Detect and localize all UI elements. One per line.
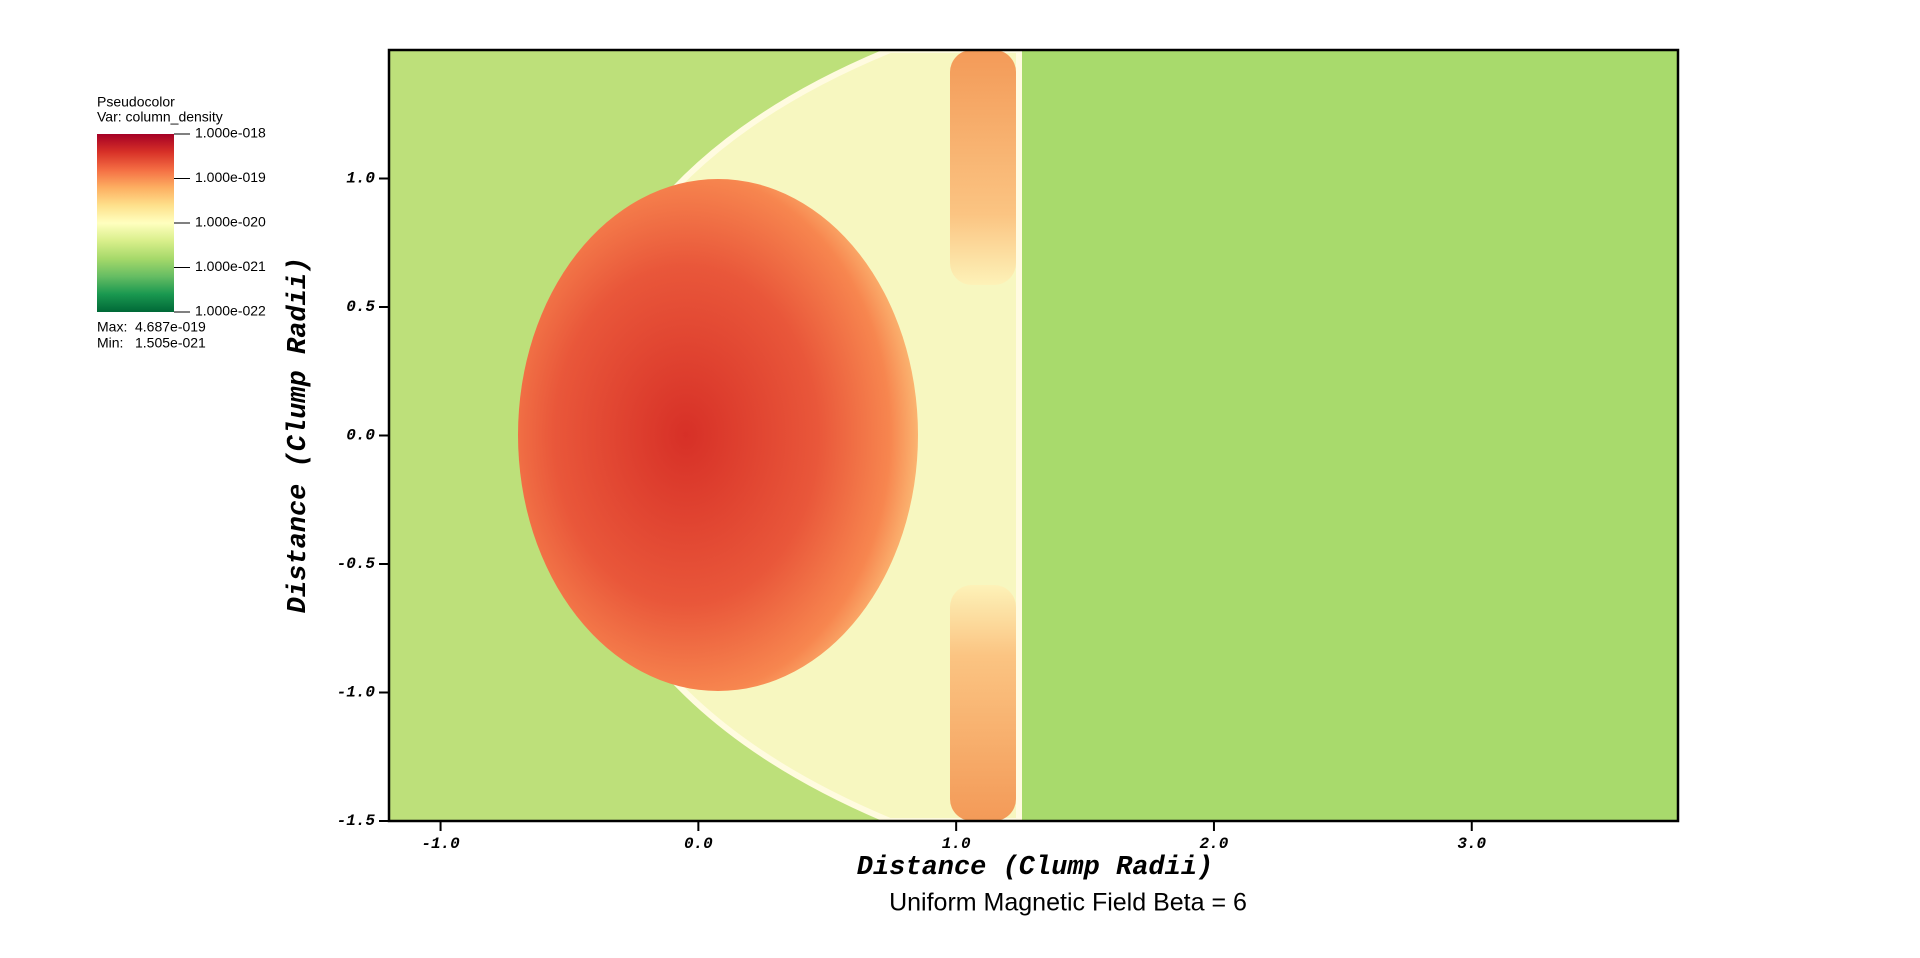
legend-min: 1.505e-021 bbox=[135, 335, 206, 351]
chart-title: Uniform Magnetic Field Beta = 6 bbox=[889, 889, 1247, 917]
x-tick-label: 2.0 bbox=[1200, 835, 1229, 853]
density-field bbox=[389, 50, 1678, 821]
y-tick-label: -1.0 bbox=[337, 684, 376, 702]
y-tick-label: -0.5 bbox=[337, 555, 376, 573]
x-tick-label: -1.0 bbox=[421, 835, 460, 853]
legend-max-label: Max: bbox=[97, 319, 127, 335]
y-tick-label: 1.0 bbox=[346, 170, 375, 188]
x-tick-label: 3.0 bbox=[1457, 835, 1486, 853]
stripe-top bbox=[950, 50, 1016, 285]
x-axis-label: Distance (Clump Radii) bbox=[857, 853, 1213, 883]
colorbar-tick-label: 1.000e-022 bbox=[195, 303, 266, 319]
legend-min-label: Min: bbox=[97, 335, 123, 351]
colorbar bbox=[97, 134, 174, 312]
colorbar-tick-label: 1.000e-018 bbox=[195, 125, 266, 141]
y-tick-label: -1.5 bbox=[337, 812, 376, 830]
legend-variable: Var: column_density bbox=[97, 109, 223, 125]
legend-max: 4.687e-019 bbox=[135, 319, 206, 335]
y-tick-label: 0.0 bbox=[346, 427, 375, 445]
x-tick-label: 0.0 bbox=[684, 835, 713, 853]
clump bbox=[518, 179, 918, 691]
colorbar-tick-label: 1.000e-021 bbox=[195, 258, 266, 274]
y-tick-label: 0.5 bbox=[346, 298, 375, 316]
colorbar-tick-label: 1.000e-019 bbox=[195, 169, 266, 185]
ambient-right bbox=[1019, 50, 1678, 821]
y-axis-label: Distance (Clump Radii) bbox=[284, 257, 314, 613]
x-tick-label: 1.0 bbox=[942, 835, 971, 853]
colorbar-tick-label: 1.000e-020 bbox=[195, 214, 266, 230]
stripe-bottom bbox=[950, 585, 1016, 821]
legend-title: Pseudocolor bbox=[97, 94, 175, 110]
